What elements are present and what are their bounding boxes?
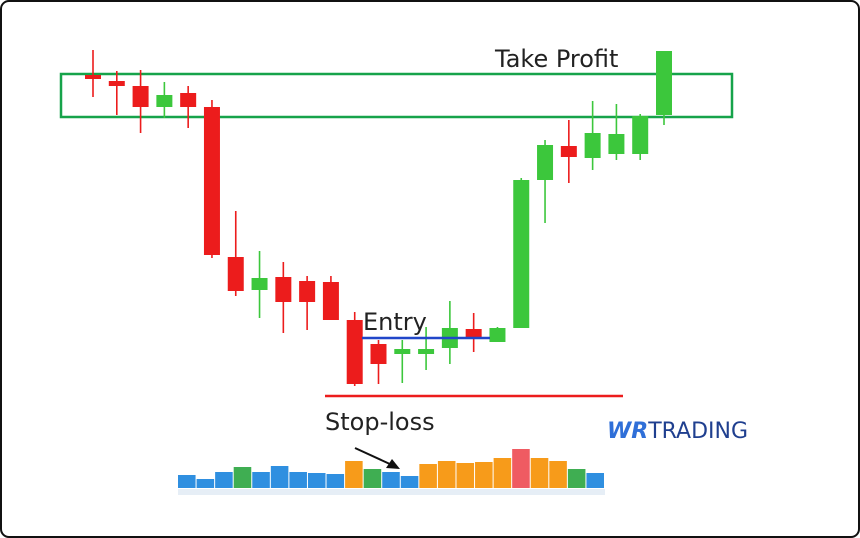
- take-profit-label: Take Profit: [494, 45, 618, 73]
- candle-body: [489, 328, 506, 342]
- volume-bar: [215, 472, 233, 488]
- volume-bar: [363, 469, 382, 488]
- stop-loss-label: Stop-loss: [325, 408, 435, 436]
- candle-body: [203, 107, 220, 255]
- candle-body: [656, 51, 672, 115]
- candle-body: [418, 349, 435, 354]
- volume-bar: [456, 463, 475, 488]
- volume-bar: [233, 467, 252, 488]
- candle-body: [537, 145, 554, 180]
- candle-body: [513, 180, 530, 328]
- brand-mark: WR: [607, 419, 648, 444]
- take-profit-zone: [59, 72, 734, 119]
- volume-bar: [549, 461, 567, 488]
- volume-bar: [382, 472, 400, 488]
- volume-bar: [326, 474, 345, 488]
- candle-body: [180, 93, 197, 107]
- volume-bar: [437, 461, 456, 488]
- brand: WRTRADING: [607, 419, 748, 444]
- volume-bar: [419, 464, 437, 488]
- volume-bar: [493, 458, 512, 488]
- volume-bar: [178, 475, 196, 488]
- candle-body: [227, 257, 244, 291]
- candle-body: [322, 282, 339, 320]
- brand-name: TRADING: [647, 419, 748, 444]
- volume-base: [178, 489, 605, 495]
- volume-bar: [586, 473, 604, 488]
- volume-bar: [307, 473, 326, 488]
- candle-body: [346, 320, 363, 384]
- entry-label: Entry: [363, 308, 427, 336]
- candle-body: [608, 134, 625, 154]
- candle-body: [85, 75, 101, 79]
- candle-body: [560, 146, 577, 157]
- candle-body: [465, 329, 482, 338]
- volume-bar: [196, 479, 215, 488]
- volume-bar: [289, 472, 307, 488]
- candle-body: [275, 277, 292, 302]
- candle-body: [370, 344, 387, 364]
- candle-body: [632, 116, 649, 154]
- candle-body: [584, 133, 601, 158]
- candle-body: [132, 86, 149, 107]
- candle-body: [299, 281, 316, 302]
- arrow-shaft: [354, 447, 393, 466]
- volume-bar: [270, 466, 289, 488]
- volume-bar: [512, 449, 530, 488]
- candle-body: [394, 349, 411, 354]
- candle-body: [108, 81, 125, 86]
- volume-bar: [475, 462, 493, 488]
- volume-bar: [530, 458, 549, 488]
- volume-bar: [345, 461, 363, 488]
- volume-bar: [400, 476, 419, 488]
- volume-bar: [567, 469, 586, 488]
- candle-body: [251, 278, 268, 290]
- volume-bar: [252, 472, 270, 488]
- arrow-head: [386, 459, 400, 469]
- candle-body: [156, 95, 173, 107]
